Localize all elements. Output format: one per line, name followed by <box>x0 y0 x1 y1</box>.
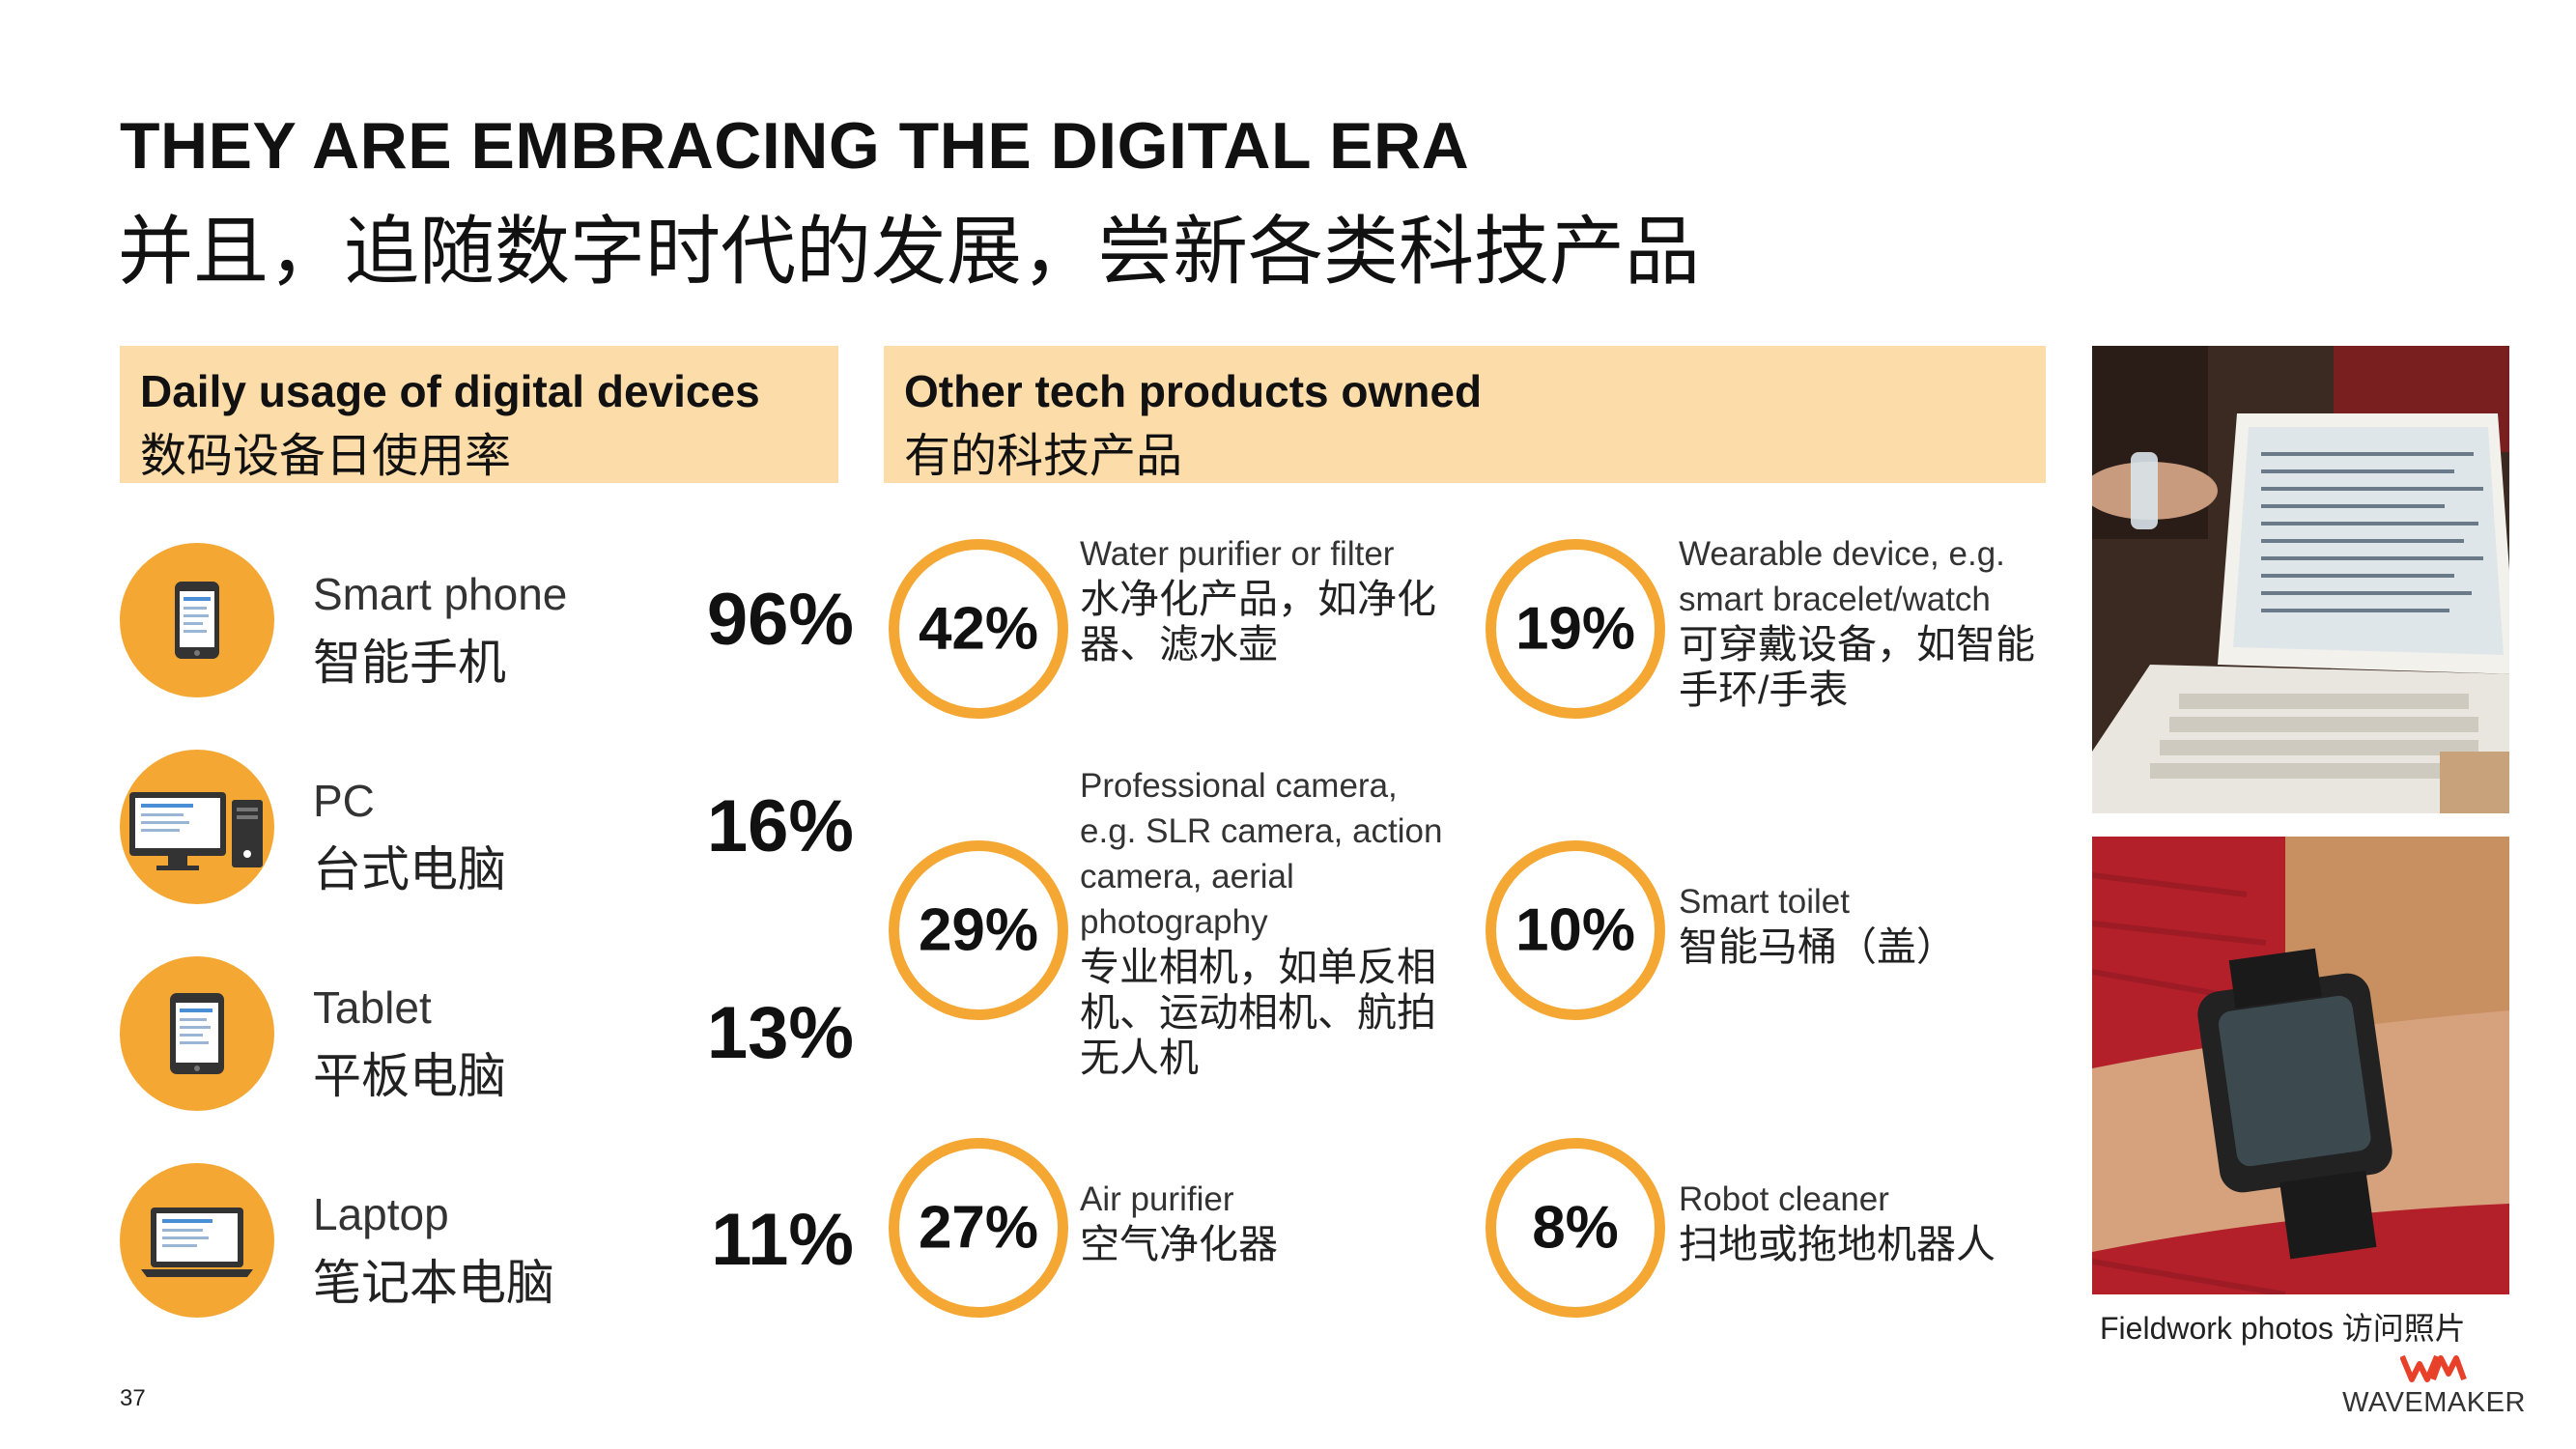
other-tech-header-cn: 有的科技产品 <box>904 431 1183 482</box>
product-percent: 27% <box>918 1194 1039 1262</box>
percent-ring: 10% <box>1486 840 1665 1020</box>
device-name-cn: 平板电脑 <box>313 1049 506 1103</box>
product-name-cn: 空气净化器 <box>1080 1222 1278 1266</box>
product-name-cn: 水净化产品，如净化器、滤水壶 <box>1080 577 1436 667</box>
product-name-en: Water purifier or filter <box>1080 535 1395 573</box>
product-label-wearable: Wearable device, e.g. smart bracelet/wat… <box>1679 531 2055 713</box>
percent-ring: 27% <box>889 1138 1068 1318</box>
device-name-en: PC <box>313 776 375 826</box>
product-name-en: Robot cleaner <box>1679 1180 1889 1218</box>
product-label-air-purifier: Air purifier 空气净化器 <box>1080 1177 1457 1267</box>
page-title: THEY ARE EMBRACING THE DIGITAL ERA <box>120 109 1470 183</box>
device-name-en: Smart phone <box>313 569 568 619</box>
device-name-en: Laptop <box>313 1189 449 1239</box>
product-name-cn: 扫地或拖地机器人 <box>1679 1222 1996 1266</box>
device-usage-percent: 13% <box>706 992 854 1074</box>
tablet-icon <box>120 956 274 1111</box>
product-name-en: Air purifier <box>1080 1180 1234 1218</box>
device-row-laptop: Laptop 笔记本电脑 11% <box>120 1163 854 1318</box>
fieldwork-photo-smartwatch <box>2092 837 2509 1294</box>
product-name-cn: 可穿戴设备，如智能手环/手表 <box>1679 622 2035 712</box>
product-percent: 10% <box>1514 896 1636 964</box>
desktop-pc-icon <box>120 750 274 904</box>
other-tech-header: Other tech products owned 有的科技产品 <box>884 346 2046 483</box>
fieldwork-photo-laptop <box>2092 346 2509 813</box>
device-name-cn: 台式电脑 <box>313 842 506 896</box>
product-percent: 8% <box>1532 1194 1619 1262</box>
percent-ring: 29% <box>889 840 1068 1020</box>
product-name-cn: 智能马桶（盖） <box>1679 924 1956 969</box>
device-name-en: Tablet <box>313 982 432 1033</box>
device-name-cn: 智能手机 <box>313 636 506 690</box>
device-row-tablet: Tablet 平板电脑 13% <box>120 956 854 1111</box>
smartphone-icon <box>120 543 274 697</box>
other-tech-header-en: Other tech products owned <box>904 366 1483 416</box>
laptop-icon <box>120 1163 274 1318</box>
product-label-robot-cleaner: Robot cleaner 扫地或拖地机器人 <box>1679 1177 2055 1267</box>
product-percent: 42% <box>918 595 1039 663</box>
page-number: 37 <box>120 1385 146 1411</box>
device-row-pc: PC 台式电脑 16% <box>120 750 854 904</box>
device-row-smartphone: Smart phone 智能手机 96% <box>120 543 854 697</box>
product-label-water-purifier: Water purifier or filter 水净化产品，如净化器、滤水壶 <box>1080 531 1457 668</box>
logo-text: WAVEMAKER <box>2342 1387 2526 1418</box>
product-name-en: Professional camera, e.g. SLR camera, ac… <box>1080 767 1443 941</box>
product-name-en: Smart toilet <box>1679 883 1850 921</box>
daily-usage-header-cn: 数码设备日使用率 <box>140 431 512 482</box>
device-name-cn: 笔记本电脑 <box>313 1256 554 1310</box>
product-percent: 19% <box>1514 595 1636 663</box>
product-label-smart-toilet: Smart toilet 智能马桶（盖） <box>1679 879 2055 970</box>
percent-ring: 42% <box>889 539 1068 719</box>
daily-usage-header: Daily usage of digital devices 数码设备日使用率 <box>120 346 838 483</box>
device-usage-percent: 11% <box>711 1199 854 1281</box>
product-label-professional-camera: Professional camera, e.g. SLR camera, ac… <box>1080 763 1457 1081</box>
device-usage-percent: 96% <box>706 579 854 661</box>
product-percent: 29% <box>918 896 1039 964</box>
product-name-cn: 专业相机，如单反相机、运动相机、航拍无人机 <box>1080 945 1436 1080</box>
percent-ring: 19% <box>1486 539 1665 719</box>
product-name-en: Wearable device, e.g. smart bracelet/wat… <box>1679 535 2005 618</box>
percent-ring: 8% <box>1486 1138 1665 1318</box>
wavemaker-logo-mark-icon <box>2400 1354 2467 1382</box>
photo-caption: Fieldwork photos 访问照片 <box>2100 1311 2466 1346</box>
device-usage-percent: 16% <box>706 785 854 867</box>
page-subtitle-cn: 并且，追随数字时代的发展，尝新各类科技产品 <box>118 209 1701 294</box>
daily-usage-header-en: Daily usage of digital devices <box>140 366 760 416</box>
wavemaker-logo: WAVEMAKER <box>2342 1352 2526 1420</box>
